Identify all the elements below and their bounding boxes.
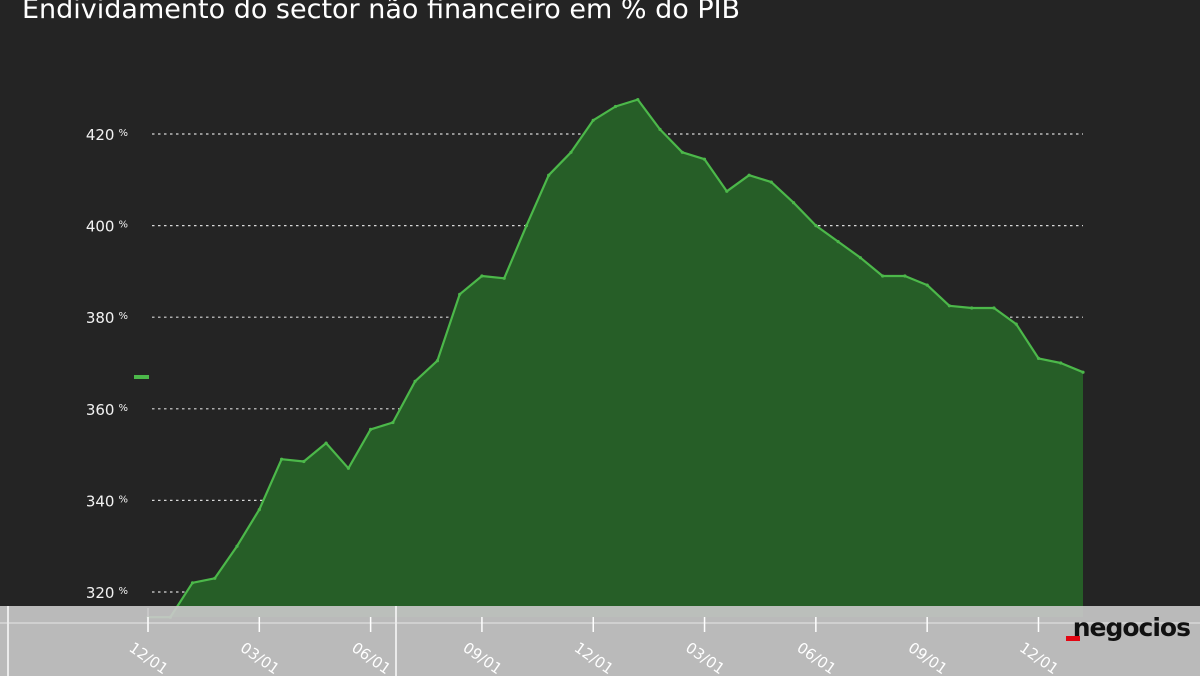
data-point [1036,356,1041,360]
data-point [613,104,618,109]
bottom-overlay-bar [0,606,1200,676]
data-series [134,98,1085,630]
data-point [324,441,328,445]
brand-accent-mark [1066,636,1080,641]
legend-swatch [134,375,149,379]
data-point [302,459,306,464]
data-point [547,173,551,177]
data-point [792,201,796,205]
data-point [992,306,996,310]
data-point [413,379,417,383]
data-point [702,157,707,161]
data-point [925,283,929,287]
y-tick-label: 420% [86,126,128,144]
data-point [636,98,640,102]
y-axis-tick-labels: 320 % 340 % 360 % 380 % 400 % 420% [86,126,128,602]
data-point [280,457,284,461]
data-point [947,304,952,308]
data-point [747,173,751,177]
data-point [190,581,195,585]
y-tick-label: 320% [86,584,128,602]
data-point [814,224,818,228]
data-point [458,292,462,296]
data-point [836,240,840,244]
brand-logo[interactable]: negocios [1072,613,1191,642]
series-area [148,99,1083,618]
data-point [903,274,907,278]
data-point [858,256,863,260]
data-point [658,127,662,131]
data-point [235,544,239,548]
data-point [881,274,885,278]
data-point [970,306,974,310]
y-tick-label: 380% [86,309,128,327]
y-tick-label: 360% [86,401,128,419]
data-point [391,420,395,425]
y-tick-label: 400% [86,218,128,236]
data-point [435,359,439,363]
chart-title: Endividamento do sector não financeiro e… [22,0,741,25]
data-point [502,276,506,280]
data-point [524,224,529,228]
data-point [257,508,261,512]
data-point [680,150,684,154]
data-point [769,180,773,184]
data-point [346,466,350,470]
data-point [725,189,729,193]
data-point [213,576,217,580]
data-point [569,150,573,154]
data-point [1014,322,1018,326]
data-point [1059,361,1063,365]
data-point [591,118,595,122]
data-point [1081,370,1085,374]
y-tick-label: 340% [86,492,128,510]
data-point [369,427,373,431]
data-point [480,274,484,278]
